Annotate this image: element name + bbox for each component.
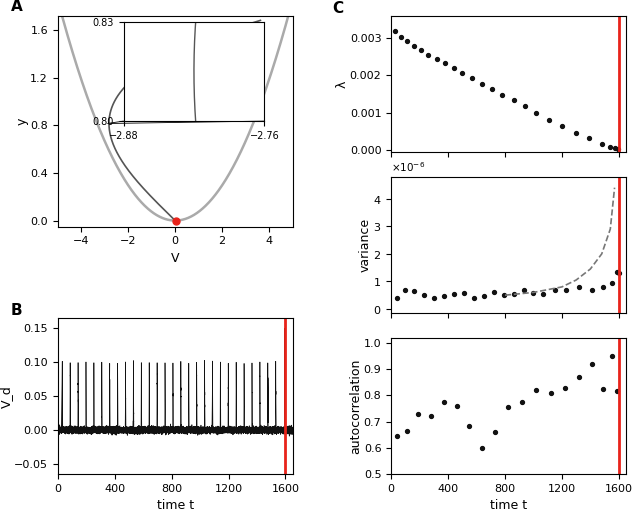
X-axis label: time t: time t [157, 500, 194, 512]
Text: A: A [11, 0, 22, 15]
Y-axis label: V_d: V_d [0, 385, 13, 407]
Y-axis label: λ: λ [335, 80, 349, 88]
X-axis label: V: V [171, 252, 179, 265]
Y-axis label: variance: variance [359, 218, 372, 272]
Y-axis label: y: y [16, 117, 29, 125]
X-axis label: time t: time t [490, 500, 527, 512]
Text: C: C [333, 1, 343, 16]
Y-axis label: autocorrelation: autocorrelation [349, 358, 362, 454]
Text: B: B [11, 303, 22, 318]
